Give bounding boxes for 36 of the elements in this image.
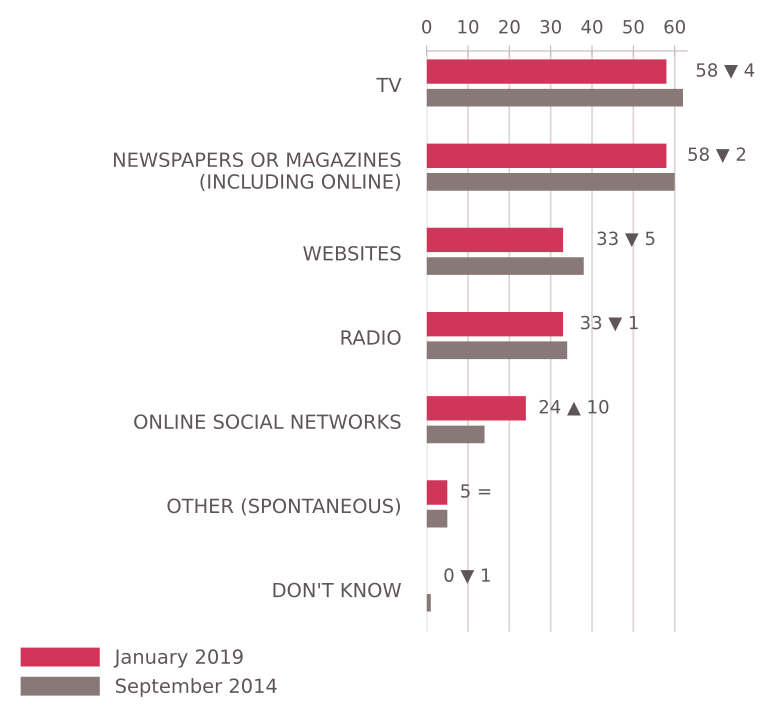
y-tick-label: RADIO: [342, 330, 401, 345]
x-tick-label: 30: [540, 20, 561, 34]
x-tick-label: 0: [422, 20, 432, 34]
data-label: 58 ▼ 4: [696, 63, 754, 79]
y-tick-label: WEBSITES: [303, 246, 401, 261]
bar: [426, 426, 485, 444]
bar: [426, 257, 584, 275]
bar: [426, 144, 666, 168]
bar: [426, 228, 564, 252]
data-label: 33 ▼ 1: [580, 316, 638, 332]
y-tick-label: DON'T KNOW: [274, 582, 402, 598]
bar: [426, 396, 526, 421]
bar: [426, 480, 448, 505]
y-tick-label: ONLINE SOCIAL NETWORKS: [134, 414, 401, 430]
data-label: 5 =: [461, 484, 490, 498]
x-tick-label: 20: [499, 20, 520, 34]
y-tick-label: OTHER (SPONTANEOUS): [167, 498, 400, 516]
bar: [426, 59, 666, 84]
x-tick-label: 10: [458, 20, 478, 34]
data-label: 24 ▲ 10: [540, 400, 608, 416]
bar: [426, 510, 448, 528]
bar: [426, 312, 564, 336]
x-tick-label: 40: [581, 20, 602, 34]
y-tick-label: NEWSPAPERS OR MAGAZINES (INCLUDING ONLINE): [114, 152, 401, 192]
legend-label: January 2019: [114, 649, 243, 668]
x-tick-label: 60: [664, 20, 685, 34]
data-label: 33 ▼ 5: [598, 232, 654, 248]
legend-label: September 2014: [116, 678, 277, 697]
bar: [426, 341, 568, 360]
y-tick-label: TV: [376, 78, 402, 92]
bar: [426, 594, 431, 612]
bar: [426, 173, 675, 191]
bar: [426, 88, 683, 107]
data-label: 0 ▼ 1: [444, 568, 490, 584]
data-label: 58 ▼ 2: [688, 147, 746, 163]
x-tick-label: 50: [623, 20, 644, 34]
